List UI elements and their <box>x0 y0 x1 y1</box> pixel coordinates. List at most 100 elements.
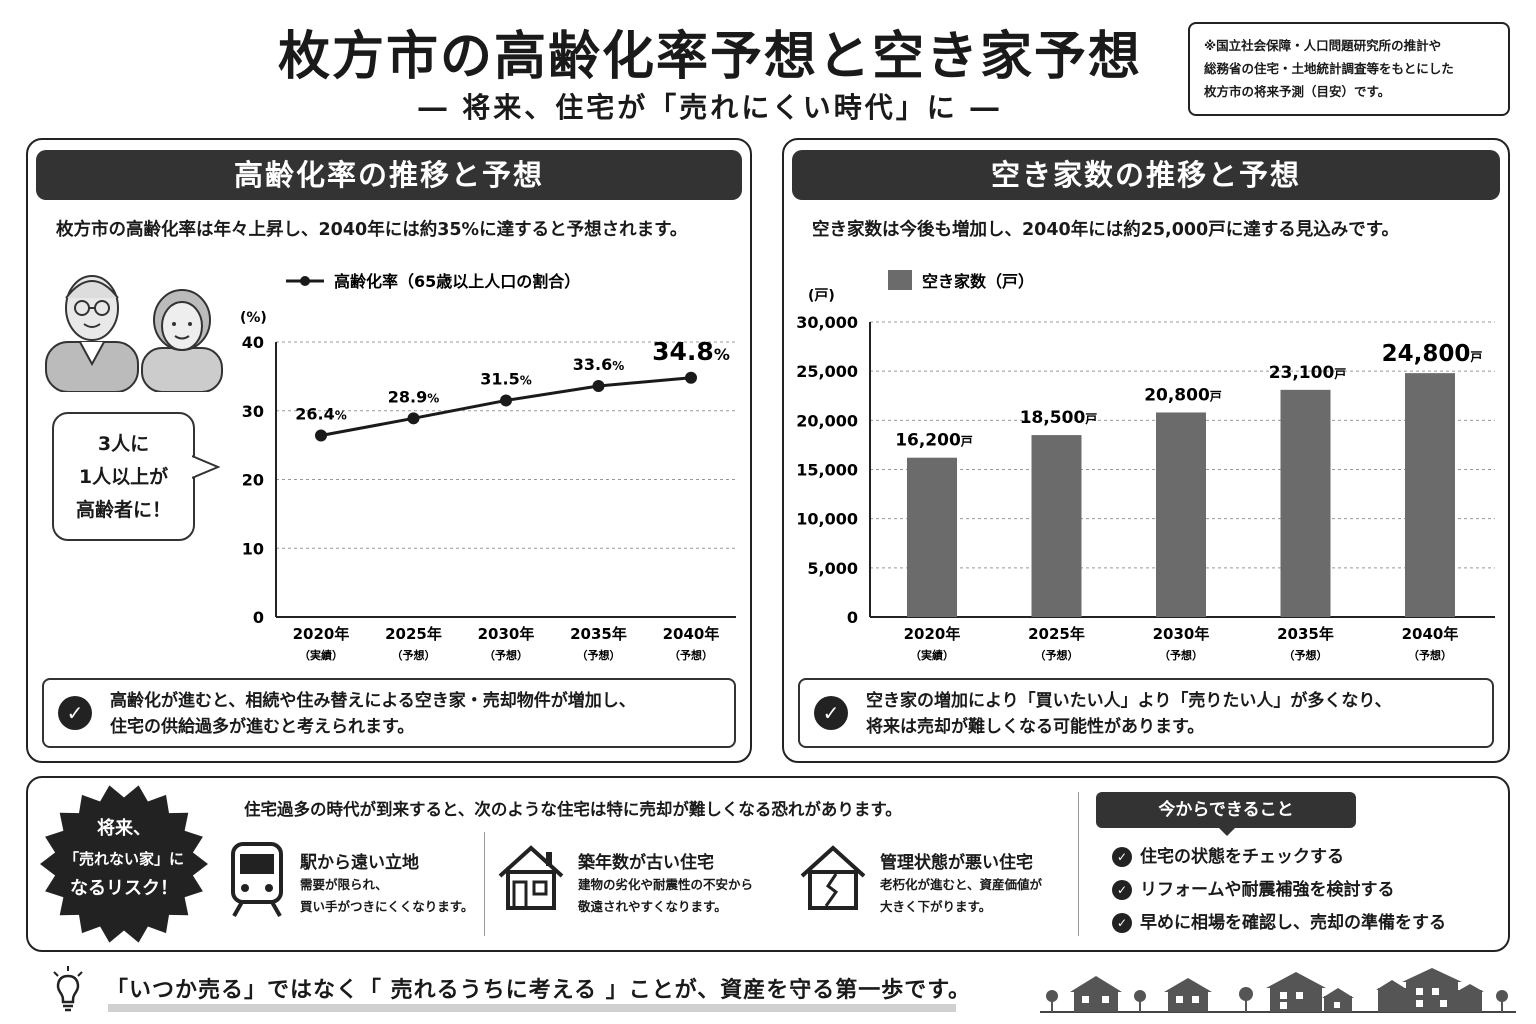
bubble-line: 3人に <box>97 433 150 455</box>
y-tick-label: 0 <box>253 608 264 627</box>
footer-message: 「いつか売る」ではなく「 売れるうちに考える 」ことが、資産を守る第一歩です。 <box>106 978 972 1003</box>
aging-panel <box>26 138 752 763</box>
check-circle-icon: ✓ <box>814 696 848 730</box>
x-tick-label: 2025年 <box>1028 625 1085 643</box>
footer-underline <box>108 1004 956 1012</box>
bar <box>1280 389 1331 617</box>
risk-section <box>26 776 1510 952</box>
vacancy-panel-heading: 空き家数の推移と予想 <box>792 150 1500 200</box>
bubble-line: 1人以上が <box>78 466 169 488</box>
check-circle-icon: ✓ <box>58 696 92 730</box>
page-subtitle: ― 将来、住宅が「売れにくい時代」に ― <box>418 91 1002 124</box>
conclusion-line: 将来は売却が難しくなる可能性があります。 <box>866 717 1205 737</box>
risk-item-desc: 建物の劣化や耐震性の不安から 敬遠されやすくなります。 <box>578 874 753 918</box>
risk-item-desc-line: 需要が限られ、 <box>300 877 388 892</box>
legend-label: 高齢化率（65歳以上人口の割合） <box>334 272 580 291</box>
bubble-tail <box>192 455 220 479</box>
elderly-ratio-bubble: 3人に 1人以上が 高齢者に！ <box>52 412 195 541</box>
risk-item-desc-line: 建物の劣化や耐震性の不安から <box>578 877 754 892</box>
x-tick-label: 2020年 <box>293 625 350 643</box>
bar <box>1031 435 1082 617</box>
bubble-line: 高齢者に！ <box>75 499 171 521</box>
y-axis-unit: (%) <box>240 310 267 326</box>
old-house-icon <box>498 845 564 910</box>
y-tick-label: 5,000 <box>807 559 858 578</box>
x-tick-note: （予想） <box>1035 648 1079 662</box>
x-tick-label: 2040年 <box>1402 625 1459 643</box>
conclusion-line: 高齢化が進むと、相続や住み替えによる空き家・売却物件が増加し、 <box>110 691 636 711</box>
data-label: 24,800戸 <box>1382 341 1483 367</box>
conclusion-line: 住宅の供給過多が進むと考えられます。 <box>110 717 415 737</box>
risk-starburst-badge <box>40 785 208 943</box>
legend-marker <box>300 276 310 286</box>
bar <box>1156 412 1206 617</box>
y-tick-label: 25,000 <box>796 362 858 381</box>
x-tick-note: （予想） <box>577 648 621 662</box>
divider <box>1078 792 1079 936</box>
houses-skyline-icon <box>1040 968 1516 1013</box>
risk-item-desc: 老朽化が進むと、資産価値が 大きく下がります。 <box>880 874 1042 918</box>
risk-item-title: 駅から遠い立地 <box>300 853 419 873</box>
aging-conclusion-box <box>42 678 736 748</box>
todo-item-label: 早めに相場を確認し、売却の準備をする <box>1140 913 1446 933</box>
data-point <box>500 394 512 407</box>
badge-line: 将来、 <box>97 818 151 839</box>
x-tick-note: （予想） <box>1408 648 1452 662</box>
risk-item-desc-line: 老朽化が進むと、資産価値が <box>880 877 1043 892</box>
y-tick-label: 40 <box>242 333 264 352</box>
data-label: 33.6% <box>573 355 625 374</box>
x-tick-label: 2040年 <box>663 625 720 643</box>
badge-line: なるリスク！ <box>70 878 178 899</box>
source-note-line: 総務省の住宅・土地統計調査等をもとにした <box>1204 61 1454 76</box>
y-tick-label: 30,000 <box>796 313 858 332</box>
check-circle-icon: ✓ <box>1112 847 1132 867</box>
conclusion-line: 空き家の増加により「買いたい人」より「売りたい人」が多くなり、 <box>866 691 1392 711</box>
aging-lead-text: 枚方市の高齢化率は年々上昇し、2040年には約35%に達すると予想されます。 <box>56 220 688 240</box>
badge-line: 「売れない家」に <box>63 850 184 868</box>
aging-panel-heading: 高齢化率の推移と予想 <box>36 150 742 200</box>
check-circle-icon: ✓ <box>1112 880 1132 900</box>
todo-item: ✓ 早めに相場を確認し、売却の準備をする <box>1112 908 1446 933</box>
data-point <box>315 429 327 442</box>
divider <box>484 832 485 936</box>
x-tick-label: 2035年 <box>570 625 627 643</box>
y-tick-label: 30 <box>242 402 264 421</box>
source-note-line: 枚方市の将来予測（目安）です。 <box>1204 84 1391 99</box>
todo-item: ✓ 住宅の状態をチェックする <box>1112 842 1344 867</box>
vacancy-conclusion-box <box>798 678 1494 748</box>
todo-item-label: 住宅の状態をチェックする <box>1140 847 1344 867</box>
x-tick-label: 2030年 <box>1153 625 1210 643</box>
bar <box>907 457 957 617</box>
risk-lead-text: 住宅過多の時代が到来すると、次のような住宅は特に売却が難しくなる恐れがあります。 <box>244 800 902 819</box>
y-tick-label: 20 <box>242 471 264 490</box>
x-tick-note: （予想） <box>1159 648 1203 662</box>
todo-item-label: リフォームや耐震補強を検討する <box>1140 880 1395 900</box>
x-tick-note: （予想） <box>484 648 528 662</box>
risk-item-desc-line: 買い手がつきにくくなります。 <box>300 899 474 914</box>
x-tick-note: （実績） <box>299 648 343 662</box>
data-label: 23,100戸 <box>1269 363 1347 383</box>
y-tick-label: 20,000 <box>796 411 858 430</box>
x-tick-label: 2030年 <box>478 625 535 643</box>
risk-item-desc-line: 敬遠されやすくなります。 <box>578 899 727 914</box>
check-circle-icon: ✓ <box>1112 913 1132 933</box>
cracked-house-icon <box>800 845 866 910</box>
legend-swatch <box>888 270 912 290</box>
elderly-couple-icon <box>45 275 223 392</box>
vacancy-conclusion-text: 空き家の増加により「買いたい人」より「売りたい人」が多くなり、 将来は売却が難し… <box>866 688 1392 740</box>
y-axis-unit: (戸) <box>808 288 835 304</box>
train-icon <box>231 842 283 917</box>
y-tick-label: 10,000 <box>796 510 858 529</box>
legend-label: 空き家数（戸） <box>922 272 1034 291</box>
source-note: ※国立社会保障・人口問題研究所の推計や 総務省の住宅・土地統計調査等をもとにした… <box>1188 22 1510 116</box>
risk-item-desc: 需要が限られ、 買い手がつきにくくなります。 <box>300 874 474 918</box>
x-tick-label: 2035年 <box>1277 625 1334 643</box>
todo-heading-tail <box>1218 827 1236 836</box>
x-tick-label: 2025年 <box>385 625 442 643</box>
vacant-homes-bar-chart: 空き家数（戸） (戸) 0 5,000 10,000 15,000 20,000 25,000… <box>796 270 1495 662</box>
data-label: 28.9% <box>388 387 440 406</box>
source-note-line: ※国立社会保障・人口問題研究所の推計や <box>1204 38 1442 53</box>
x-tick-note: （実績） <box>910 648 954 662</box>
todo-heading: 今からできること <box>1096 792 1356 828</box>
risk-item-title: 築年数が古い住宅 <box>578 853 714 873</box>
